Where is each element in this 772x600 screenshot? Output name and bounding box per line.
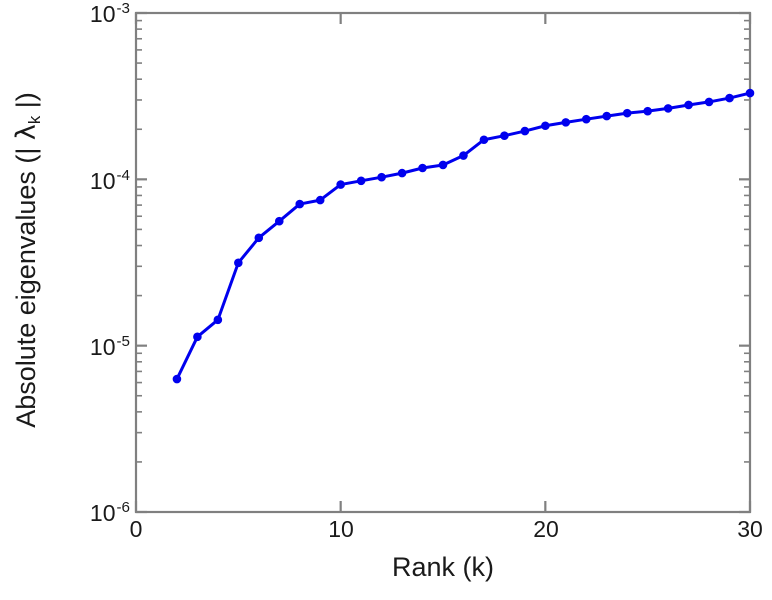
data-point-marker [193, 332, 202, 342]
y-tick-label-group: 10-3 10-4 10-5 10-6 [58, 0, 130, 526]
data-point-marker [438, 160, 448, 170]
data-series-layer [172, 88, 755, 384]
data-point-marker [377, 172, 386, 182]
x-tick-label-20: 20 [533, 516, 559, 542]
data-point-marker [602, 111, 612, 121]
data-point-marker [213, 315, 223, 325]
data-point-marker [725, 93, 734, 103]
data-point-marker [274, 216, 284, 226]
series-line [175, 91, 752, 381]
data-point-marker [643, 106, 652, 116]
data-point-marker [500, 131, 509, 140]
x-axis-title: Rank (k) [391, 552, 494, 582]
y-axis-ticks [136, 11, 750, 514]
data-point-marker [684, 100, 693, 110]
data-point-marker [172, 374, 182, 384]
x-axis-ticks [134, 13, 752, 512]
data-point-marker [479, 135, 489, 145]
data-point-marker [459, 151, 468, 160]
data-point-marker [234, 258, 243, 268]
data-point-marker [520, 126, 530, 136]
data-point-marker [356, 176, 366, 186]
data-point-marker [315, 195, 325, 205]
x-tick-label-0: 0 [129, 516, 143, 542]
data-point-marker [663, 104, 673, 113]
data-point-marker [254, 233, 264, 243]
data-point-marker [541, 121, 550, 131]
x-tick-label-30: 30 [737, 516, 763, 542]
axis-box-frame [134, 11, 752, 514]
data-point-marker [745, 88, 755, 98]
data-point-marker [295, 199, 305, 209]
data-point-marker [704, 97, 714, 107]
data-point-marker [581, 114, 591, 124]
y-tick-label-1e-4: 10-4 [89, 167, 130, 194]
data-point-marker [336, 180, 345, 189]
data-point-marker [622, 108, 632, 118]
y-tick-label-1e-6: 10-6 [89, 499, 130, 526]
data-point-marker [418, 163, 427, 173]
data-point-marker [561, 118, 571, 127]
x-tick-label-10: 10 [328, 516, 354, 542]
axis-box [134, 11, 752, 514]
y-tick-label-1e-3: 10-3 [89, 0, 130, 27]
data-point-marker [397, 168, 407, 178]
y-tick-label-1e-5: 10-5 [89, 333, 130, 360]
